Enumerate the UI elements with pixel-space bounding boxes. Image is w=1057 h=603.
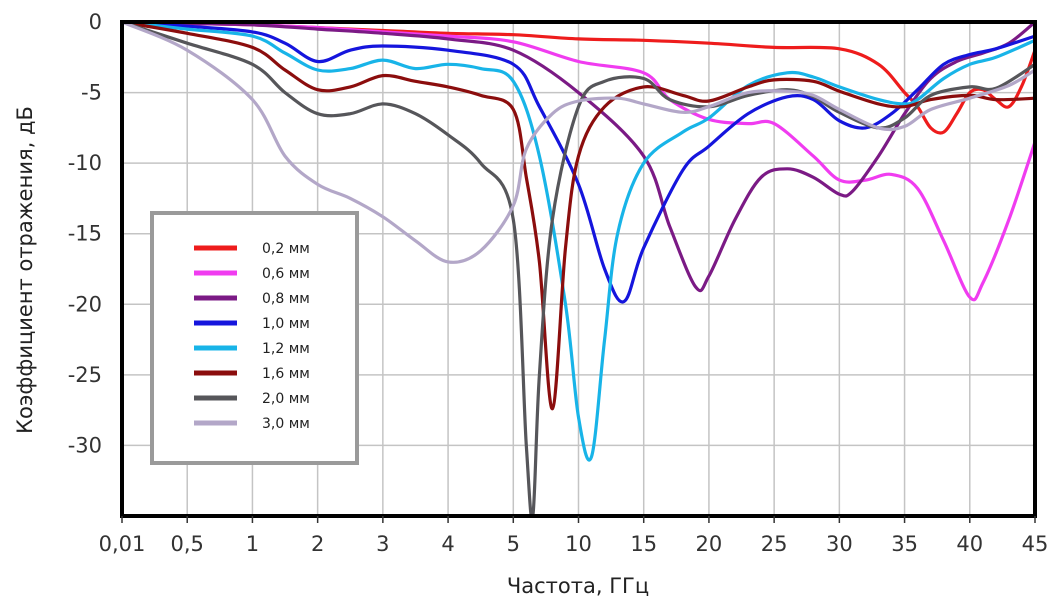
x-tick-label: 5 — [507, 532, 520, 556]
legend-label: 3,0 мм — [262, 416, 310, 432]
x-tick-label: 40 — [956, 532, 983, 556]
y-tick-labels: 0 -5 -10 -15 -20 -25 -30 — [68, 10, 102, 457]
x-tick-label: 2 — [311, 532, 324, 556]
legend-label: 1,6 мм — [262, 366, 310, 382]
y-tick-label: -30 — [68, 433, 102, 457]
x-axis-title: Частота, ГГц — [507, 574, 649, 598]
x-tick-label: 0,5 — [171, 532, 204, 556]
legend-label: 1,0 мм — [262, 316, 310, 332]
x-tick-label: 45 — [1022, 532, 1049, 556]
series-line-6 — [122, 22, 1035, 411]
legend-label: 0,8 мм — [262, 291, 310, 307]
legend-label: 2,0 мм — [262, 391, 310, 407]
y-tick-label: -5 — [81, 81, 102, 105]
x-tick-label: 30 — [826, 532, 853, 556]
legend-label: 0,2 мм — [262, 241, 310, 257]
x-tick-label: 10 — [565, 532, 592, 556]
series-line-8 — [122, 22, 1035, 264]
x-tick-label: 15 — [630, 532, 657, 556]
x-tick-label: 25 — [761, 532, 788, 556]
legend-label: 0,6 мм — [262, 266, 310, 282]
x-tick-label: 3 — [376, 532, 389, 556]
legend-label: 1,2 мм — [262, 341, 310, 357]
x-tick-label: 35 — [891, 532, 918, 556]
series-line-5 — [122, 22, 1035, 462]
legend: 0,2 мм 0,6 мм 0,8 мм 1,0 мм 1,2 мм 1,6 мм 2,0 … — [150, 211, 359, 465]
x-tick-label: 4 — [441, 532, 454, 556]
x-tick-label: 1 — [246, 532, 259, 556]
y-tick-label: -25 — [68, 363, 102, 387]
x-tick-labels: 0,01 0,5 1 2 3 4 5 10 15 20 25 30 35 40 45 — [99, 516, 1049, 556]
y-tick-label: 0 — [89, 10, 102, 34]
y-tick-label: -20 — [68, 292, 102, 316]
data-lines — [122, 22, 1035, 516]
x-tick-label: 0,01 — [99, 532, 146, 556]
x-tick-label: 20 — [696, 532, 723, 556]
y-tick-label: -10 — [68, 151, 102, 175]
legend-box — [150, 211, 359, 465]
y-axis-title: Коэффициент отражения, дБ — [13, 106, 37, 434]
y-tick-label: -15 — [68, 222, 102, 246]
series-line-3 — [122, 22, 1035, 293]
